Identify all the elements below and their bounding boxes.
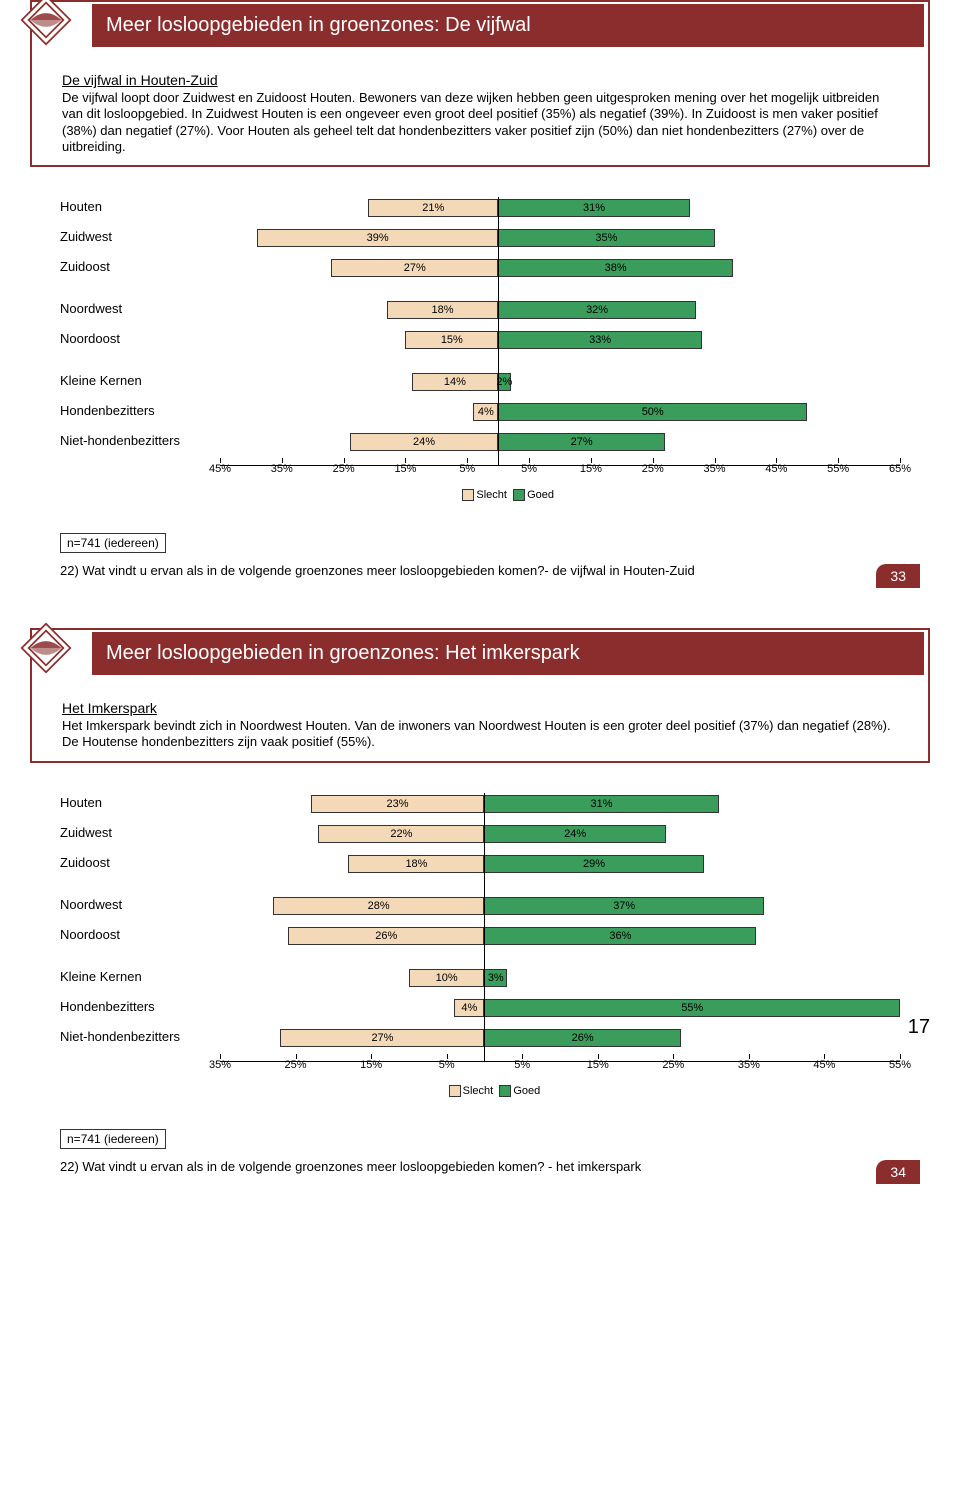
zero-axis [484, 793, 485, 1061]
subtitle: Het Imkerspark [62, 700, 898, 716]
legend-label-slecht: Slecht [476, 489, 507, 501]
legend-label-slecht: Slecht [463, 1085, 494, 1097]
row-label: Houten [60, 199, 210, 214]
table-row: Noordwest28%37% [220, 895, 900, 919]
logo-icon [20, 0, 72, 51]
bar-slecht: 18% [348, 855, 484, 873]
legend-label-goed: Goed [527, 489, 554, 501]
slide-body: De vijfwal in Houten-Zuid De vijfwal loo… [30, 58, 930, 167]
question-text: 22) Wat vindt u ervan als in de volgende… [60, 563, 900, 578]
legend-swatch-slecht [449, 1085, 461, 1097]
sample-size: n=741 (iedereen) [60, 1129, 166, 1149]
slide-title: Meer losloopgebieden in groenzones: De v… [92, 4, 924, 47]
table-row: Hondenbezitters4%55% [220, 997, 900, 1021]
bar-slecht: 21% [368, 199, 498, 217]
bar-slecht: 24% [350, 433, 498, 451]
legend: Slecht Goed [438, 489, 578, 501]
legend-swatch-goed [513, 489, 525, 501]
bar-slecht: 28% [273, 897, 485, 915]
table-row: Zuidwest39%35% [220, 227, 900, 251]
slide-title: Meer losloopgebieden in groenzones: Het … [92, 632, 924, 675]
table-row: Hondenbezitters4%50% [220, 401, 900, 425]
table-row: Noordoost26%36% [220, 925, 900, 949]
row-label: Niet-hondenbezitters [60, 433, 210, 448]
page-number: 17 [908, 1016, 930, 1039]
row-label: Kleine Kernen [60, 969, 210, 984]
logo-icon [20, 622, 72, 679]
row-label: Niet-hondenbezitters [60, 1029, 210, 1044]
legend: Slecht Goed [424, 1085, 564, 1097]
bar-slecht: 27% [331, 259, 498, 277]
row-label: Zuidwest [60, 825, 210, 840]
slide-number: 34 [876, 1160, 920, 1184]
description: Het Imkerspark bevindt zich in Noordwest… [62, 718, 898, 751]
bar-goed: 35% [498, 229, 714, 247]
bar-slecht: 18% [387, 301, 498, 319]
bar-goed: 2% [498, 373, 510, 391]
bar-slecht: 14% [412, 373, 499, 391]
slide-header: Meer losloopgebieden in groenzones: De v… [30, 0, 930, 58]
row-label: Houten [60, 795, 210, 810]
bar-slecht: 22% [318, 825, 484, 843]
bar-slecht: 15% [405, 331, 498, 349]
legend-swatch-goed [499, 1085, 511, 1097]
bar-slecht: 4% [454, 999, 484, 1017]
row-label: Hondenbezitters [60, 999, 210, 1014]
row-label: Zuidwest [60, 229, 210, 244]
table-row: Kleine Kernen10%3% [220, 967, 900, 991]
bar-slecht: 39% [257, 229, 498, 247]
bar-goed: 27% [498, 433, 665, 451]
row-label: Noordoost [60, 331, 210, 346]
table-row: Niet-hondenbezitters24%27% [220, 431, 900, 455]
bar-goed: 32% [498, 301, 696, 319]
bar-goed: 31% [498, 199, 690, 217]
row-label: Noordwest [60, 897, 210, 912]
slide-body: Het Imkerspark Het Imkerspark bevindt zi… [30, 686, 930, 763]
table-row: Houten23%31% [220, 793, 900, 817]
legend-swatch-slecht [462, 489, 474, 501]
bar-slecht: 26% [288, 927, 484, 945]
table-row: Zuidoost27%38% [220, 257, 900, 281]
bar-goed: 33% [498, 331, 702, 349]
table-row: Noordoost15%33% [220, 329, 900, 353]
bar-goed: 3% [484, 969, 507, 987]
slide-header: Meer losloopgebieden in groenzones: Het … [30, 628, 930, 686]
bar-goed: 36% [484, 927, 756, 945]
bar-goed: 24% [484, 825, 665, 843]
table-row: Zuidwest22%24% [220, 823, 900, 847]
sample-size: n=741 (iedereen) [60, 533, 166, 553]
bar-goed: 55% [484, 999, 900, 1017]
question-text: 22) Wat vindt u ervan als in de volgende… [60, 1159, 900, 1174]
description: De vijfwal loopt door Zuidwest en Zuidoo… [62, 90, 898, 155]
bar-slecht: 27% [280, 1029, 484, 1047]
table-row: Noordwest18%32% [220, 299, 900, 323]
bar-goed: 37% [484, 897, 764, 915]
diverging-bar-chart: Houten21%31%Zuidwest39%35%Zuidoost27%38%… [60, 197, 900, 515]
row-label: Zuidoost [60, 259, 210, 274]
legend-label-goed: Goed [513, 1085, 540, 1097]
subtitle: De vijfwal in Houten-Zuid [62, 72, 898, 88]
slide: Meer losloopgebieden in groenzones: Het … [30, 628, 930, 1184]
bar-goed: 50% [498, 403, 807, 421]
slide-number: 33 [876, 564, 920, 588]
row-label: Kleine Kernen [60, 373, 210, 388]
row-label: Zuidoost [60, 855, 210, 870]
bar-goed: 38% [498, 259, 733, 277]
bar-slecht: 4% [473, 403, 498, 421]
table-row: Niet-hondenbezitters27%26% [220, 1027, 900, 1051]
diverging-bar-chart: Houten23%31%Zuidwest22%24%Zuidoost18%29%… [60, 793, 900, 1111]
bar-goed: 29% [484, 855, 703, 873]
bar-slecht: 23% [311, 795, 485, 813]
bar-slecht: 10% [409, 969, 485, 987]
table-row: Zuidoost18%29% [220, 853, 900, 877]
table-row: Houten21%31% [220, 197, 900, 221]
slide: Meer losloopgebieden in groenzones: De v… [30, 0, 930, 588]
row-label: Noordwest [60, 301, 210, 316]
row-label: Hondenbezitters [60, 403, 210, 418]
bar-goed: 31% [484, 795, 718, 813]
row-label: Noordoost [60, 927, 210, 942]
zero-axis [498, 197, 499, 465]
bar-goed: 26% [484, 1029, 680, 1047]
table-row: Kleine Kernen14%2% [220, 371, 900, 395]
